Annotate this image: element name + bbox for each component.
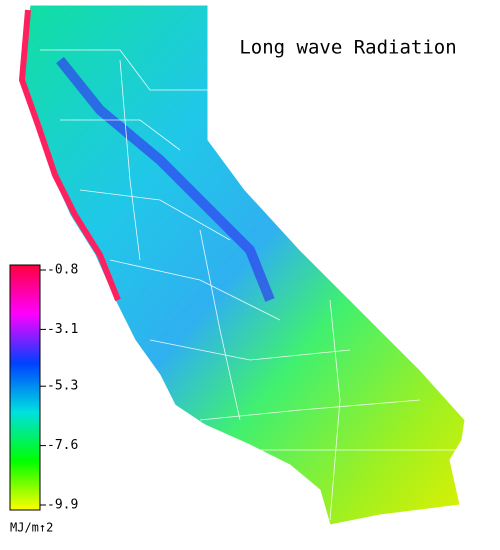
california [19,4,466,526]
colorbar [9,264,41,511]
coast-highlight [18,9,121,302]
map-title: Long wave Radiation [239,37,456,59]
county-lines [40,49,460,521]
colorbar-tick-label: -5.3 [47,379,78,394]
mountain-band [56,56,275,302]
colorbar-unit: MJ/m↑2 [10,521,53,535]
colorbar-tick-label: -7.6 [47,438,78,453]
colorbar-tick-label: -3.1 [47,322,78,337]
colorbar-tick-label: -9.9 [47,498,78,513]
colorbar-tick-label: -0.8 [47,263,78,278]
